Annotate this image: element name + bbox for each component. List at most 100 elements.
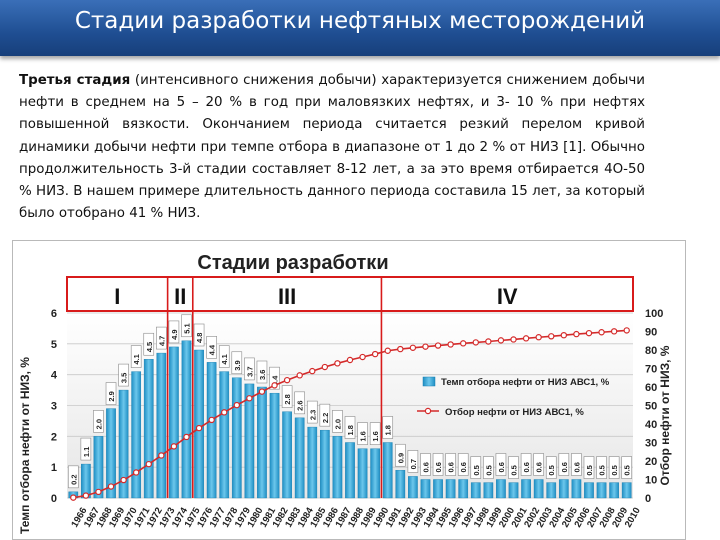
bar-label-box (520, 453, 532, 476)
bar-label-box (445, 453, 456, 476)
bar-label-box (621, 456, 633, 479)
line-point (560, 331, 568, 339)
bar-data-label: 1.8 (346, 425, 355, 435)
stage-label: I (114, 284, 120, 309)
bar (508, 482, 519, 499)
bar-label-box (583, 456, 595, 479)
bar-data-label: 0.5 (585, 465, 594, 475)
bar-data-label: 0.6 (522, 462, 531, 472)
bar-label-box (432, 453, 444, 476)
bar-label-box (344, 416, 356, 439)
bar (194, 349, 204, 499)
chart-title: Стадии разработки (197, 252, 388, 274)
bar-label-box (596, 456, 607, 479)
bar-data-label: 0.6 (535, 462, 544, 472)
bar-label-box (545, 456, 557, 479)
stage-label: II (174, 284, 186, 309)
bar-label-box (495, 453, 507, 476)
bar (445, 479, 456, 499)
line-point (384, 347, 391, 354)
bar-data-label: 0.6 (497, 462, 506, 472)
bar-label-box (281, 385, 293, 408)
bar-label-box (67, 465, 79, 489)
line-point (283, 376, 291, 384)
bar-label-box (319, 403, 331, 427)
y-tick-left: 6 (51, 308, 57, 320)
bar (143, 359, 154, 499)
bar-data-label: 2.2 (321, 413, 330, 423)
legend-swatch-point (424, 407, 432, 415)
bar-label-box (457, 453, 469, 476)
line-point (535, 334, 542, 341)
bar-label-box (608, 456, 620, 479)
bar-data-label: 2.8 (283, 394, 292, 404)
bar (345, 442, 355, 499)
line-point (82, 492, 90, 499)
bar-label-box (130, 345, 142, 368)
bar-label-box (483, 456, 494, 479)
bar (332, 436, 343, 499)
bar-data-label: 4.4 (208, 344, 217, 355)
line-point (195, 424, 203, 432)
line-point (221, 409, 228, 416)
bar-label-box (420, 453, 431, 476)
body-paragraph: Третья стадия (интенсивного снижения доб… (19, 70, 645, 225)
bar (294, 417, 305, 499)
line-point (346, 356, 354, 364)
bar (370, 448, 381, 499)
bar (307, 426, 318, 499)
line-point (70, 494, 77, 501)
line-point (120, 476, 127, 484)
line-point (510, 336, 517, 343)
bar-data-label: 0.5 (623, 465, 632, 475)
bar-label-box (218, 345, 230, 368)
bar-label-box (256, 360, 268, 384)
bar (282, 411, 292, 499)
bar (496, 479, 506, 499)
bar (131, 371, 142, 499)
bar-label-box (357, 422, 368, 445)
line-point (497, 337, 505, 344)
line-point (258, 388, 266, 395)
legend-label-bar: Темп отбора нефти от НИЗ АВС1, % (441, 377, 610, 388)
line-point (132, 469, 140, 476)
bar-label-box (193, 323, 205, 347)
y-tick-right: 20 (645, 456, 657, 468)
bar-data-label: 0.5 (472, 465, 481, 475)
stage-label: IV (497, 284, 518, 309)
line-point (296, 372, 303, 379)
bar-data-label: 1.6 (359, 431, 368, 441)
bar-label-box (558, 453, 570, 476)
bar-label-box (244, 357, 255, 381)
bar-data-label: 0.9 (396, 453, 405, 463)
y-tick-left: 0 (51, 493, 57, 505)
bar-data-label: 0.6 (434, 462, 443, 472)
line-point (158, 452, 165, 459)
y-tick-left: 4 (51, 370, 58, 382)
line-point (107, 483, 115, 490)
bar-label-box (533, 453, 544, 476)
y-axis-title-left: Темп отбора нефти от НИЗ, % (18, 357, 32, 534)
bar (156, 352, 167, 499)
line-point (460, 340, 467, 347)
bar-data-label: 0.7 (409, 459, 418, 469)
y-tick-left: 3 (51, 401, 57, 413)
bar-label-box (269, 366, 280, 390)
y-tick-left: 2 (51, 431, 57, 443)
bar-label-box (332, 410, 343, 433)
bar (244, 383, 255, 499)
bar-label-box (156, 326, 167, 350)
line-point (434, 342, 442, 349)
line-point (472, 339, 479, 346)
bar-data-label: 2.3 (308, 410, 317, 420)
slide-title: Стадии разработки нефтяных месторождений (74, 8, 646, 34)
y-tick-right: 10 (645, 475, 657, 487)
bar-data-label: 0.6 (572, 462, 581, 472)
line-point (183, 433, 190, 441)
bar (533, 479, 544, 499)
bar-label-box (470, 456, 482, 479)
y-tick-left: 5 (51, 339, 57, 351)
bar (118, 389, 129, 499)
bar (621, 482, 632, 499)
stage-label: III (278, 284, 296, 309)
